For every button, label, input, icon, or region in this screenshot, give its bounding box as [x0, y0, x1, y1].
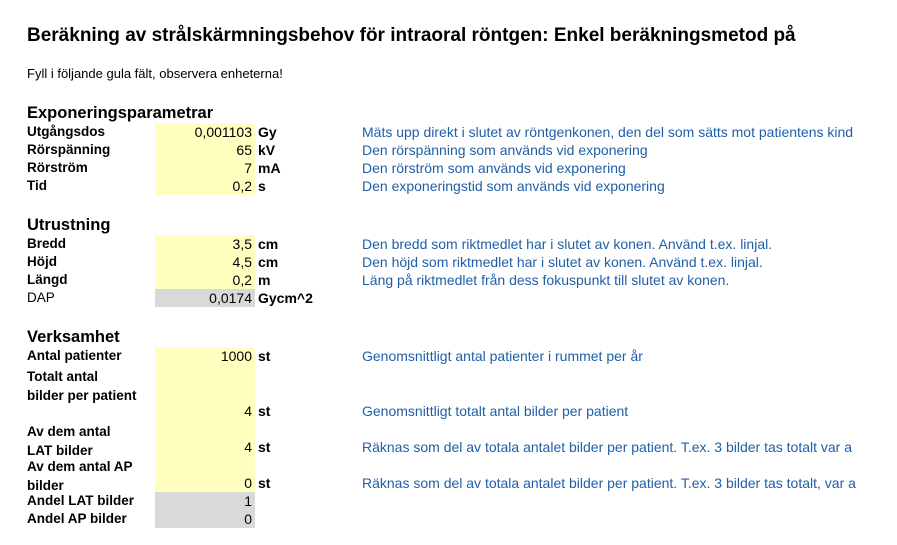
unit-rorstrom: mA — [258, 160, 281, 176]
section-utrustning-heading: Utrustning — [27, 216, 111, 234]
unit-ap: st — [258, 475, 271, 491]
desc-rorstrom: Den rörström som används vid exponering — [362, 160, 626, 176]
label-ap-line1: Av dem antal AP — [27, 459, 133, 474]
unit-dap: Gycm^2 — [258, 290, 313, 306]
unit-tid: s — [258, 178, 266, 194]
input-antal-patienter[interactable]: 1000 — [155, 347, 255, 365]
label-bredd: Bredd — [27, 236, 67, 251]
unit-lat: st — [258, 439, 271, 455]
unit-bredd: cm — [258, 236, 279, 252]
desc-antal-patienter: Genomsnittligt antal patienter i rummet … — [362, 348, 643, 364]
unit-antal-patienter: st — [258, 348, 271, 364]
label-lat-line2: LAT bilder — [27, 443, 93, 458]
desc-hojd: Den höjd som riktmedlet har i slutet av … — [362, 254, 763, 270]
label-andel-lat: Andel LAT bilder — [27, 493, 134, 508]
value-andel-lat: 1 — [155, 492, 255, 510]
unit-utgangsdos: Gy — [258, 124, 277, 140]
label-rorspanning: Rörspänning — [27, 142, 111, 157]
section-exponering-heading: Exponeringsparametrar — [27, 104, 214, 122]
unit-rorspanning: kV — [258, 142, 276, 158]
desc-rorspanning: Den rörspänning som används vid exponeri… — [362, 142, 648, 158]
page-title: Beräkning av strålskärmningsbehov för in… — [27, 25, 796, 46]
desc-tid: Den exponeringstid som används vid expon… — [362, 178, 665, 194]
input-langd[interactable]: 0,2 — [155, 271, 255, 289]
unit-totalt-antal: st — [258, 403, 271, 419]
label-ap-line2: bilder — [27, 478, 64, 493]
desc-langd: Läng på riktmedlet från dess fokuspunkt … — [362, 272, 730, 288]
input-ap-cell[interactable] — [155, 458, 255, 493]
label-antal-patienter: Antal patienter — [27, 348, 122, 363]
input-rorspanning[interactable]: 65 — [155, 141, 255, 159]
input-lat[interactable]: 4 — [244, 439, 252, 455]
label-hojd: Höjd — [27, 254, 57, 269]
input-totalt-antal[interactable]: 4 — [244, 403, 252, 419]
input-tid[interactable]: 0,2 — [155, 177, 255, 195]
desc-totalt-antal: Genomsnittligt totalt antal bilder per p… — [362, 403, 629, 419]
input-totalt-antal-cell[interactable] — [155, 365, 255, 422]
desc-utgangsdos: Mäts upp direkt i slutet av röntgenkonen… — [362, 124, 854, 140]
unit-langd: m — [258, 272, 271, 288]
desc-bredd: Den bredd som riktmedlet har i slutet av… — [362, 236, 773, 252]
label-totalt-antal-line1: Totalt antal — [27, 369, 99, 384]
input-rorstrom[interactable]: 7 — [155, 159, 255, 177]
desc-lat: Räknas som del av totala antalet bilder … — [362, 439, 853, 455]
input-ap[interactable]: 0 — [244, 475, 252, 491]
label-andel-ap: Andel AP bilder — [27, 511, 127, 526]
desc-ap: Räknas som del av totala antalet bilder … — [362, 475, 856, 491]
label-utgangsdos: Utgångsdos — [27, 124, 106, 139]
instruction-text: Fyll i följande gula fält, observera enh… — [27, 66, 283, 81]
label-tid: Tid — [27, 178, 47, 193]
label-dap: DAP — [27, 290, 55, 305]
label-lat-line1: Av dem antal — [27, 424, 111, 439]
value-andel-ap: 0 — [155, 510, 255, 528]
unit-hojd: cm — [258, 254, 279, 270]
label-rorstrom: Rörström — [27, 160, 88, 175]
section-verksamhet-heading: Verksamhet — [27, 328, 120, 346]
label-totalt-antal-line2: bilder per patient — [27, 388, 137, 403]
input-bredd[interactable]: 3,5 — [155, 235, 255, 253]
input-utgangsdos[interactable]: 0,001103 — [155, 123, 255, 141]
value-dap: 0,0174 — [155, 289, 255, 307]
label-langd: Längd — [27, 272, 68, 287]
input-lat-cell[interactable] — [155, 422, 255, 458]
input-hojd[interactable]: 4,5 — [155, 253, 255, 271]
